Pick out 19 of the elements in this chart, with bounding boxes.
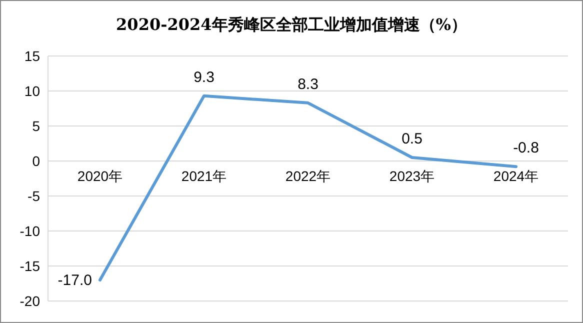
data-label: 8.3 (298, 76, 318, 93)
chart-title: 2020-2024年秀峰区全部工业增加值增速（%） (116, 15, 467, 34)
y-tick-label: -5 (28, 188, 40, 204)
y-tick-label: -20 (20, 293, 40, 309)
x-tick-label: 2020年 (77, 168, 123, 184)
data-label: 9.3 (194, 68, 214, 86)
x-tick-label: 2022年 (285, 168, 331, 184)
y-tick-label: 15 (24, 48, 40, 64)
data-label: -0.8 (513, 140, 539, 157)
y-tick-label: 10 (24, 83, 40, 99)
y-tick-label: -10 (20, 223, 40, 239)
data-label: 0.5 (402, 130, 422, 148)
x-tick-label: 2024年 (493, 168, 539, 184)
x-tick-label: 2023年 (389, 168, 435, 184)
y-tick-label: -15 (20, 258, 40, 274)
data-label: -17.0 (58, 272, 92, 289)
x-tick-label: 2021年 (181, 168, 227, 184)
y-tick-label: 5 (32, 118, 40, 134)
y-tick-label: 0 (32, 153, 40, 169)
